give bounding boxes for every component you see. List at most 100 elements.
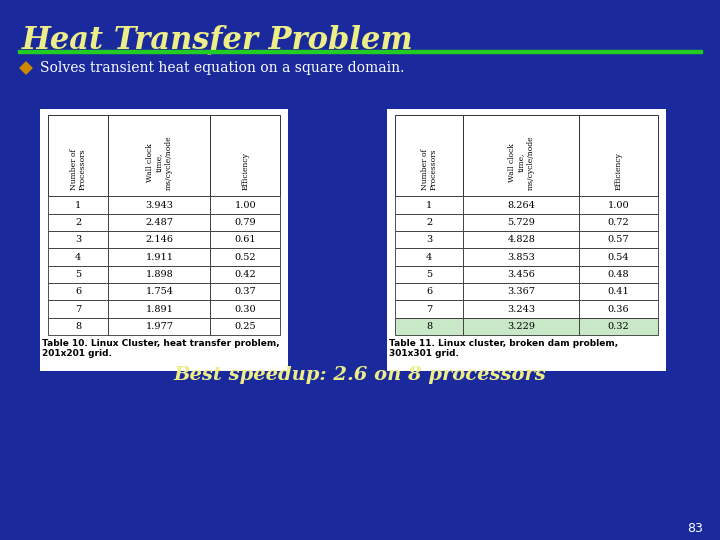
Bar [464, 231, 579, 248]
Text: 0.25: 0.25 [235, 322, 256, 331]
Bar [48, 115, 108, 197]
Text: 8: 8 [75, 322, 81, 331]
Text: 3.367: 3.367 [507, 287, 535, 296]
Text: 3.243: 3.243 [507, 305, 535, 314]
Text: 0.57: 0.57 [608, 235, 629, 244]
Bar [395, 214, 464, 231]
Text: Efficiency: Efficiency [241, 152, 249, 190]
Text: 2: 2 [75, 218, 81, 227]
Text: 0.36: 0.36 [608, 305, 629, 314]
Bar [108, 197, 210, 214]
Text: 2.487: 2.487 [145, 218, 174, 227]
Bar [579, 300, 658, 318]
Bar [48, 318, 108, 335]
Bar [210, 318, 280, 335]
Bar [210, 266, 280, 283]
Bar [108, 248, 210, 266]
Text: 1.977: 1.977 [145, 322, 174, 331]
Bar [464, 197, 579, 214]
Bar [18, 50, 702, 53]
Bar [210, 231, 280, 248]
Text: 5.729: 5.729 [508, 218, 535, 227]
Bar [40, 109, 288, 371]
Text: 8.264: 8.264 [508, 200, 535, 210]
Bar [579, 248, 658, 266]
Bar [48, 266, 108, 283]
Bar [464, 318, 579, 335]
Bar [395, 283, 464, 300]
Bar [108, 283, 210, 300]
Bar [464, 300, 579, 318]
Text: 7: 7 [426, 305, 432, 314]
Text: 0.79: 0.79 [235, 218, 256, 227]
Text: 3: 3 [75, 235, 81, 244]
Text: 3.943: 3.943 [145, 200, 174, 210]
Text: 1.754: 1.754 [145, 287, 174, 296]
Bar [395, 197, 464, 214]
Bar [464, 283, 579, 300]
Text: 0.37: 0.37 [234, 287, 256, 296]
Bar [108, 214, 210, 231]
Text: 1.00: 1.00 [608, 200, 629, 210]
Bar [108, 115, 210, 197]
Text: 1.911: 1.911 [145, 253, 174, 261]
Text: 3.853: 3.853 [508, 253, 535, 261]
Bar [579, 231, 658, 248]
Bar [108, 300, 210, 318]
Text: 4: 4 [75, 253, 81, 261]
Text: 6: 6 [426, 287, 432, 296]
Text: 6: 6 [75, 287, 81, 296]
Text: 2.146: 2.146 [145, 235, 174, 244]
Bar [48, 248, 108, 266]
Bar [395, 266, 464, 283]
Text: Number of
Processors: Number of Processors [70, 148, 86, 190]
Text: 1.891: 1.891 [145, 305, 174, 314]
Text: 4: 4 [426, 253, 432, 261]
Text: Wall clock
time,
ms/cycle/node: Wall clock time, ms/cycle/node [508, 135, 534, 190]
Text: 2: 2 [426, 218, 432, 227]
Bar [210, 248, 280, 266]
Bar [579, 214, 658, 231]
Text: 5: 5 [426, 270, 432, 279]
Text: 1.00: 1.00 [235, 200, 256, 210]
Text: 0.72: 0.72 [608, 218, 629, 227]
Bar [108, 318, 210, 335]
Bar [395, 248, 464, 266]
Text: 1: 1 [426, 200, 432, 210]
Bar [464, 214, 579, 231]
Bar [464, 115, 579, 197]
Text: 3.456: 3.456 [508, 270, 535, 279]
Text: 0.32: 0.32 [608, 322, 629, 331]
Text: 83: 83 [687, 522, 703, 535]
Bar [579, 283, 658, 300]
Text: 0.42: 0.42 [234, 270, 256, 279]
Text: 0.48: 0.48 [608, 270, 629, 279]
Text: 0.54: 0.54 [608, 253, 629, 261]
Bar [48, 214, 108, 231]
Bar [108, 231, 210, 248]
Text: 3.229: 3.229 [507, 322, 535, 331]
Text: Best speedup: 2.6 on 8 processors: Best speedup: 2.6 on 8 processors [174, 366, 546, 384]
Bar [395, 318, 464, 335]
Text: 0.61: 0.61 [235, 235, 256, 244]
Bar [464, 248, 579, 266]
Text: Wall clock
time,
ms/cycle/node: Wall clock time, ms/cycle/node [146, 135, 173, 190]
Text: Efficiency: Efficiency [615, 152, 623, 190]
Text: Solves transient heat equation on a square domain.: Solves transient heat equation on a squa… [40, 61, 405, 75]
Bar [210, 115, 280, 197]
Bar [579, 197, 658, 214]
Text: 0.41: 0.41 [608, 287, 629, 296]
Bar [48, 231, 108, 248]
Bar [464, 266, 579, 283]
Bar [210, 214, 280, 231]
Text: Heat Transfer Problem: Heat Transfer Problem [22, 24, 413, 55]
Text: 5: 5 [75, 270, 81, 279]
Text: 0.30: 0.30 [235, 305, 256, 314]
Text: 3: 3 [426, 235, 432, 244]
Text: 1.898: 1.898 [145, 270, 174, 279]
Text: 0.52: 0.52 [235, 253, 256, 261]
Bar [579, 318, 658, 335]
Bar [210, 283, 280, 300]
Bar [395, 300, 464, 318]
Text: 8: 8 [426, 322, 432, 331]
